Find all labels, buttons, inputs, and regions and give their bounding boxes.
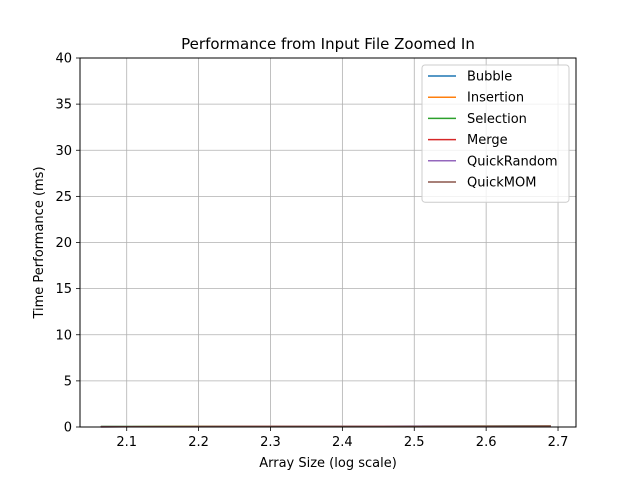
legend-label-selection: Selection [467,112,527,127]
legend-label-quickmom: QuickMOM [467,176,536,191]
y-tick-label: 25 [55,190,72,205]
legend-label-insertion: Insertion [467,91,524,106]
y-tick-label: 5 [64,374,72,389]
legend-label-quickrandom: QuickRandom [467,154,558,169]
y-tick-label: 15 [55,282,72,297]
x-axis-title: Array Size (log scale) [259,456,397,471]
legend: Bubble Insertion Selection Merge QuickRandom… [421,64,570,203]
chart-title: Performance from Input File Zoomed In [181,35,475,53]
y-tick-label: 35 [55,98,72,113]
x-tick-label: 2.2 [188,435,209,450]
x-tick-label: 2.4 [332,435,353,450]
y-axis-title: Time Performance (ms) [32,166,47,319]
y-tick-label: 40 [55,52,72,67]
x-tick-label: 2.1 [116,435,137,450]
y-tick-label: 10 [55,328,72,343]
y-tick-label: 30 [55,144,72,159]
axis-ticks: 2.1 2.2 2.3 2.4 2.5 2.6 2.7 0 5 10 15 20 25 30 35 40 [55,52,568,451]
y-tick-label: 0 [64,421,72,436]
x-tick-label: 2.5 [404,435,425,450]
legend-label-bubble: Bubble [467,70,512,85]
y-tick-label: 20 [55,236,72,251]
x-tick-label: 2.6 [476,435,497,450]
x-tick-label: 2.3 [260,435,281,450]
legend-label-merge: Merge [467,133,508,148]
x-tick-label: 2.7 [548,435,569,450]
legend-box [421,64,570,203]
